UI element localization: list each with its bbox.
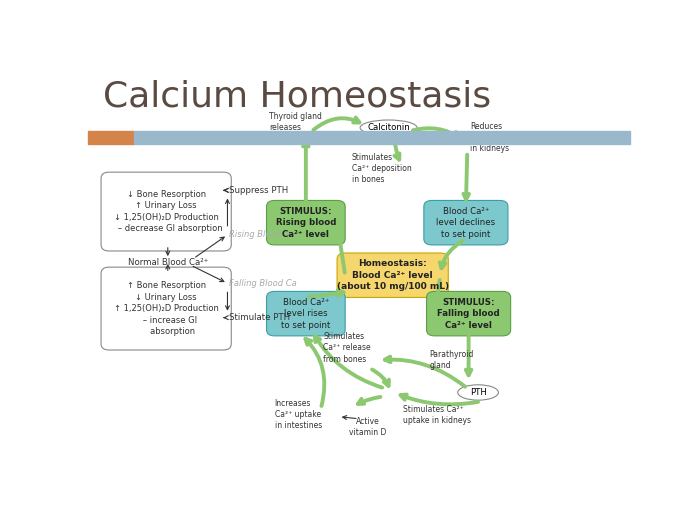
Text: ↑ Bone Resorption
↓ Urinary Loss
↑ 1,25(OH)₂D Production
   – increase GI
     a: ↑ Bone Resorption ↓ Urinary Loss ↑ 1,25(… (113, 281, 218, 336)
Text: Calcitonin: Calcitonin (368, 123, 410, 132)
FancyBboxPatch shape (267, 291, 345, 336)
Text: Stimulates
Ca²⁺ release
from bones: Stimulates Ca²⁺ release from bones (323, 332, 371, 364)
Text: Rising Blood Ca: Rising Blood Ca (228, 230, 294, 239)
Text: Normal Blood Ca²⁺: Normal Blood Ca²⁺ (127, 258, 208, 267)
FancyBboxPatch shape (424, 201, 508, 245)
Ellipse shape (458, 385, 498, 400)
Text: ↓ Bone Resorption
↑ Urinary Loss
↓ 1,25(OH)₂D Production
   – decrease GI absorp: ↓ Bone Resorption ↑ Urinary Loss ↓ 1,25(… (110, 190, 223, 233)
Text: Homeostasis:
Blood Ca²⁺ level
(about 10 mg/100 mL): Homeostasis: Blood Ca²⁺ level (about 10 … (337, 259, 449, 291)
Text: Parathyroid
gland: Parathyroid gland (429, 350, 474, 370)
Text: Increases
Ca²⁺ uptake
in intestines: Increases Ca²⁺ uptake in intestines (274, 399, 322, 430)
Text: Blood Ca²⁺
level rises
to set point: Blood Ca²⁺ level rises to set point (281, 298, 330, 330)
Text: Active
vitamin D: Active vitamin D (349, 417, 386, 437)
Text: PTH: PTH (470, 388, 486, 397)
Ellipse shape (360, 120, 417, 135)
FancyBboxPatch shape (426, 291, 511, 336)
Text: Stimulates
Ca²⁺ deposition
in bones: Stimulates Ca²⁺ deposition in bones (351, 152, 412, 184)
FancyBboxPatch shape (267, 201, 345, 245)
Text: Thyroid gland
releases
calcitonin.: Thyroid gland releases calcitonin. (270, 112, 322, 143)
Text: Reduces
Ca²⁺ uptake
in kidneys: Reduces Ca²⁺ uptake in kidneys (470, 122, 516, 153)
Bar (134, 131, 630, 144)
Text: Stimulates Ca²⁺
uptake in kidneys: Stimulates Ca²⁺ uptake in kidneys (403, 405, 471, 425)
Text: Calcium Homeostasis: Calcium Homeostasis (103, 79, 491, 113)
FancyBboxPatch shape (337, 253, 448, 298)
Text: Blood Ca²⁺
level declines
to set point: Blood Ca²⁺ level declines to set point (436, 207, 496, 239)
FancyBboxPatch shape (101, 267, 231, 350)
Text: STIMULUS:
Falling blood
Ca²⁺ level: STIMULUS: Falling blood Ca²⁺ level (438, 298, 500, 330)
FancyBboxPatch shape (101, 172, 231, 251)
Text: Suppress PTH: Suppress PTH (228, 186, 288, 195)
Bar (88, 131, 134, 144)
Text: STIMULUS:
Rising blood
Ca²⁺ level: STIMULUS: Rising blood Ca²⁺ level (276, 207, 336, 239)
Text: Falling Blood Ca: Falling Blood Ca (228, 279, 296, 288)
Text: Stimulate PTH: Stimulate PTH (228, 313, 290, 322)
